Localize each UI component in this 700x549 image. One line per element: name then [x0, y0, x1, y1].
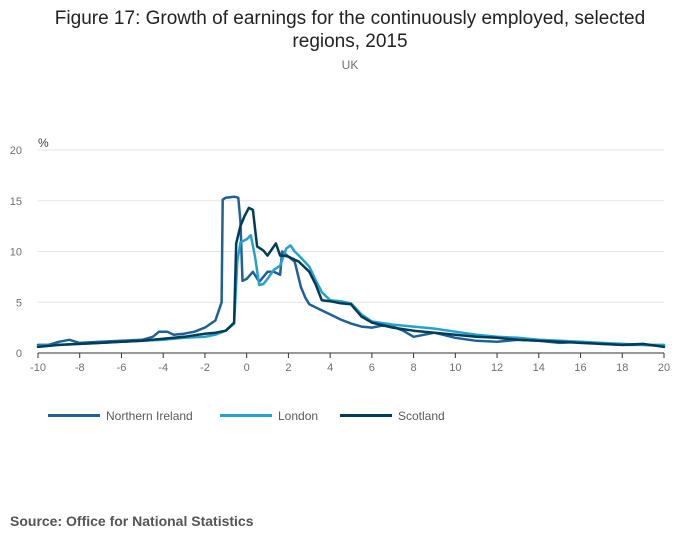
y-tick-label: 20 [10, 145, 22, 157]
x-tick-label: 16 [574, 362, 586, 374]
x-tick-label: 20 [658, 362, 670, 374]
x-tick-label: -8 [75, 362, 85, 374]
legend-label: London [278, 409, 319, 423]
x-tick-label: 12 [491, 362, 503, 374]
chart-subtitle: UK [341, 58, 359, 72]
x-tick-label: -2 [200, 362, 210, 374]
legend-swatch [48, 414, 100, 418]
legend-item-london[interactable]: London [220, 409, 318, 423]
x-tick-label: 14 [533, 362, 545, 374]
x-tick-label: 2 [285, 362, 291, 374]
legend-label: Northern Ireland [106, 409, 193, 423]
legend-label: Scotland [398, 409, 445, 423]
y-tick-label: 5 [16, 297, 22, 309]
y-tick-label: 10 [10, 247, 22, 259]
source-note: Source: Office for National Statistics [10, 513, 254, 529]
y-tick-label: 0 [16, 348, 22, 360]
legend-item-scotland[interactable]: Scotland [340, 409, 445, 423]
legend-swatch [340, 414, 392, 418]
x-tick-label: 18 [616, 362, 628, 374]
chart-title: Figure 17: Growth of earnings for the co… [0, 7, 700, 53]
y-tick-label: 15 [10, 196, 22, 208]
x-tick-label: 10 [449, 362, 461, 374]
x-tick-label: -4 [158, 362, 168, 374]
x-tick-label: 6 [369, 362, 375, 374]
x-tick-label: 0 [244, 362, 250, 374]
x-tick-label: -6 [117, 362, 127, 374]
series-line-scotland [36, 206, 666, 349]
x-tick-label: -10 [30, 362, 46, 374]
x-tick-label: 4 [327, 362, 333, 374]
legend-item-northern-ireland[interactable]: Northern Ireland [48, 409, 193, 423]
x-tick-label: 8 [411, 362, 417, 374]
chart-title-line-1: Figure 17: Growth of earnings for the co… [54, 8, 646, 29]
series-line-northern-ireland [36, 195, 666, 348]
legend-swatch [220, 414, 272, 418]
chart-title-line-2: regions, 2015 [292, 31, 408, 52]
y-axis-label: % [38, 136, 49, 150]
